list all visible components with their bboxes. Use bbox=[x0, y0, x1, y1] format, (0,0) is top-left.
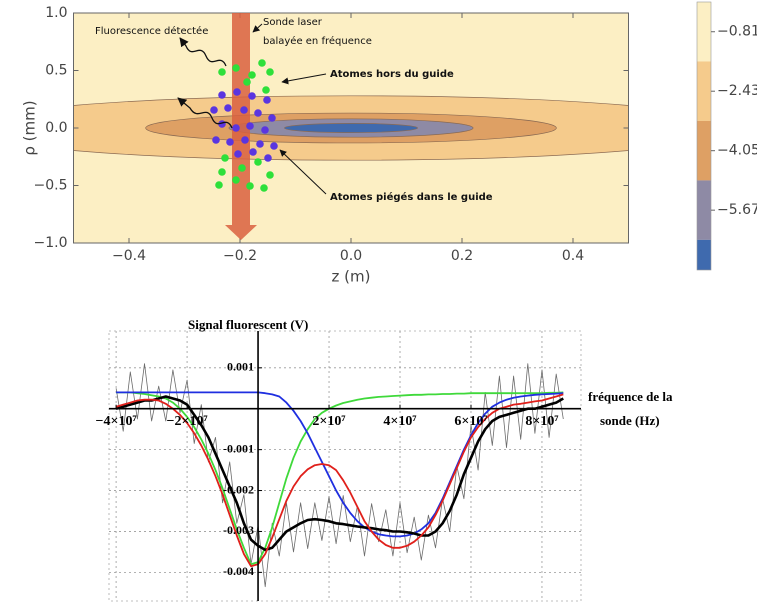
colorbar-band bbox=[697, 180, 711, 240]
colorbar-band bbox=[697, 239, 711, 270]
trapped-atom bbox=[240, 106, 248, 114]
fluorescence-arrow bbox=[177, 97, 233, 129]
free-atom bbox=[246, 182, 254, 190]
free-atom bbox=[218, 168, 226, 176]
series-line bbox=[116, 391, 564, 538]
pointer bbox=[281, 73, 327, 85]
free-atom bbox=[266, 171, 274, 179]
x-tick-label: 6×10⁷ bbox=[454, 414, 487, 429]
colorbar-band bbox=[697, 61, 711, 121]
free-atom bbox=[221, 154, 229, 162]
free-atom bbox=[232, 176, 240, 184]
free-atom bbox=[243, 78, 251, 86]
trapped-atom bbox=[233, 88, 241, 96]
trapped-atom bbox=[241, 136, 249, 144]
annotation: balayée en fréquence bbox=[263, 35, 372, 47]
x-tick-label: −0.2 bbox=[223, 248, 257, 264]
colorbar-tick-label: −2.43 bbox=[717, 83, 757, 99]
trapped-atom bbox=[249, 148, 257, 156]
free-atom bbox=[260, 184, 268, 192]
trapped-atom bbox=[218, 91, 226, 99]
x-axis-label: z (m) bbox=[332, 268, 371, 286]
trapped-atom bbox=[226, 138, 234, 146]
annotation: Fluorescence détectée bbox=[95, 25, 208, 37]
x-tick-label: 2×10⁷ bbox=[312, 414, 345, 429]
y-tick-label: 0.001 bbox=[227, 360, 254, 374]
trapped-atom bbox=[234, 150, 242, 158]
series-line bbox=[115, 393, 564, 568]
colorbar-tick-label: −5.67 bbox=[717, 202, 757, 218]
y-tick-label: -0.001 bbox=[223, 441, 254, 455]
pointer bbox=[279, 149, 327, 195]
trapped-atom bbox=[261, 126, 269, 134]
y-tick-label: -0.003 bbox=[223, 523, 254, 537]
trapped-atom bbox=[246, 122, 254, 130]
y-tick-label: -0.004 bbox=[223, 564, 254, 578]
trapped-atom bbox=[268, 114, 276, 122]
free-atom bbox=[248, 71, 256, 79]
series-line bbox=[116, 391, 564, 566]
free-atom bbox=[258, 59, 266, 67]
colorbar-band bbox=[697, 120, 711, 181]
colorbar-tick-label: −4.05 bbox=[717, 143, 757, 159]
x-tick-label: 0.2 bbox=[451, 248, 473, 264]
annotation: Atomes hors du guide bbox=[330, 69, 454, 80]
free-atom bbox=[232, 64, 240, 72]
trapped-atom bbox=[248, 92, 256, 100]
x-axis-label: sonde (Hz) bbox=[600, 413, 660, 428]
series-line bbox=[115, 395, 564, 552]
y-tick-label: -0.002 bbox=[223, 482, 254, 496]
trapped-atom bbox=[224, 104, 232, 112]
free-atom bbox=[238, 164, 246, 172]
plot-frame bbox=[108, 330, 582, 602]
y-axis-label: ρ (mm) bbox=[21, 100, 39, 155]
trapped-atom bbox=[210, 106, 218, 114]
y-tick-label: 1.0 bbox=[45, 5, 67, 21]
x-tick-label: 0.0 bbox=[340, 248, 362, 264]
trapped-atom bbox=[270, 142, 278, 150]
line-chart: −4×10⁷ −2×10⁷ 2×10⁷ 4×10⁷ 6×10⁷ 8×10⁷ 0.001 -0.… bbox=[96, 330, 582, 602]
free-atom bbox=[254, 158, 262, 166]
free-atom bbox=[266, 68, 274, 76]
chart-title: Signal fluorescent (V) bbox=[188, 317, 308, 332]
x-tick-label: 4×10⁷ bbox=[383, 414, 416, 429]
pointer bbox=[252, 23, 263, 33]
trapped-atom bbox=[263, 96, 271, 104]
annotation: Atomes piégés dans le guide bbox=[330, 191, 493, 203]
y-tick-label: 0.5 bbox=[45, 63, 67, 79]
x-tick-label: −0.4 bbox=[112, 248, 146, 264]
annotation: Sonde laser bbox=[263, 17, 323, 28]
x-tick-label: 0.4 bbox=[562, 248, 584, 264]
trapped-atom bbox=[256, 140, 264, 148]
x-axis-label: fréquence de la bbox=[588, 389, 673, 404]
x-tick-label: 8×10⁷ bbox=[525, 414, 558, 429]
contour-chart: −0.4 −0.2 0.0 0.2 0.4 1.0 0.5 0.0 −0.5 −1.0 z (m) ρ… bbox=[21, 1, 757, 286]
colorbar-tick-label: −0.81 bbox=[717, 24, 757, 40]
trapped-atom bbox=[264, 154, 272, 162]
trapped-atom bbox=[212, 136, 220, 144]
trapped-atom bbox=[232, 124, 240, 132]
free-atom bbox=[218, 68, 226, 76]
contour-band bbox=[284, 123, 418, 133]
y-tick-label: −1.0 bbox=[34, 235, 68, 251]
colorbar-frame bbox=[696, 1, 712, 271]
trapped-atom bbox=[254, 109, 262, 117]
free-atom bbox=[215, 181, 223, 189]
colorbar-band bbox=[697, 2, 711, 62]
free-atom bbox=[262, 86, 270, 94]
y-tick-label: 0.0 bbox=[45, 120, 67, 136]
y-tick-label: −0.5 bbox=[34, 178, 68, 194]
fluorescence-arrow bbox=[179, 37, 227, 67]
x-tick-label: −4×10⁷ bbox=[96, 414, 137, 429]
x-tick-label: −2×10⁷ bbox=[166, 414, 207, 429]
